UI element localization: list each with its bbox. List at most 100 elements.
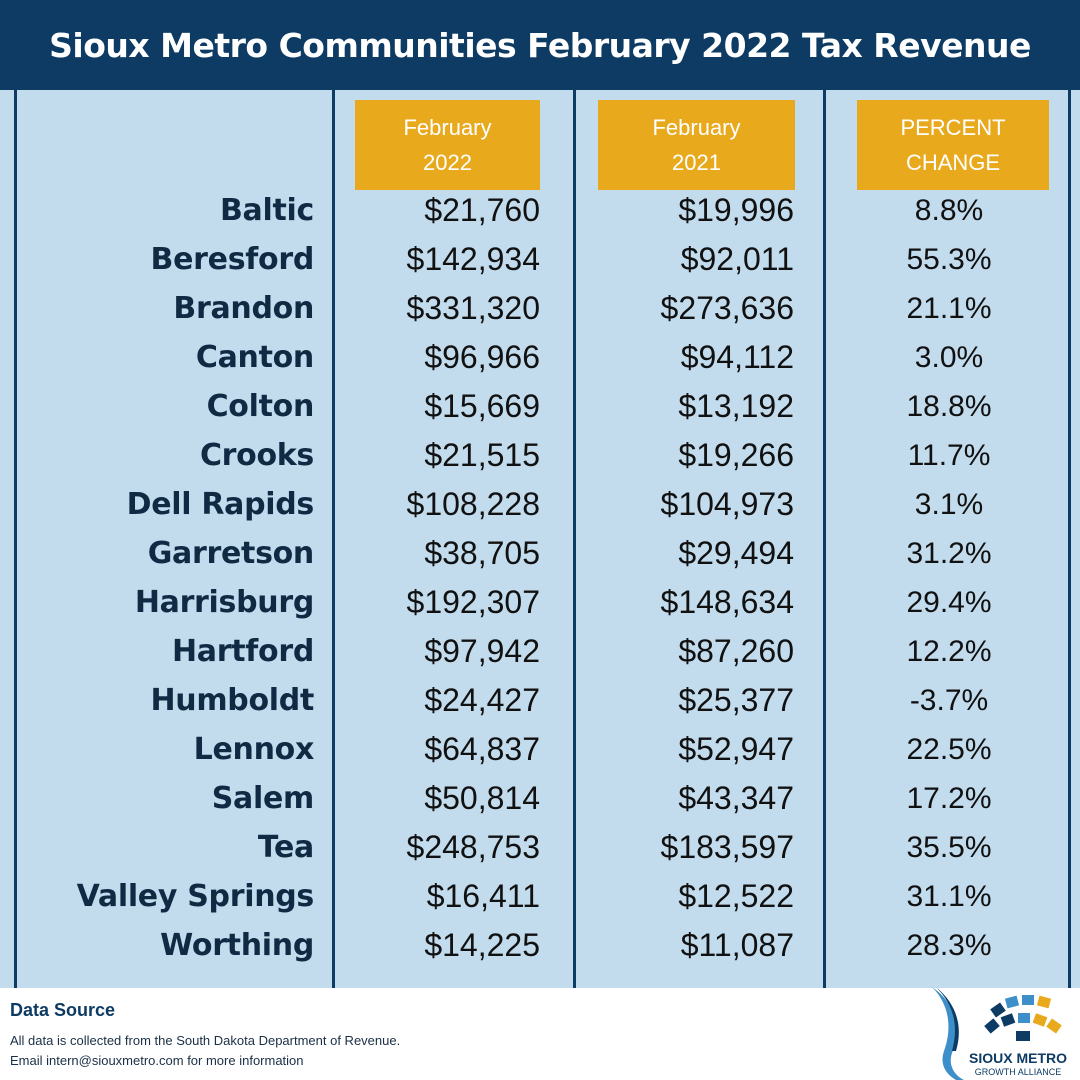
footer xyxy=(0,988,1080,1080)
header-percent-change: PERCENT CHANGE xyxy=(857,100,1049,190)
table-row: Salem $50,814 $43,347 17.2% xyxy=(0,774,1080,823)
column-divider xyxy=(332,90,335,988)
revenue-feb-2021: $183,597 xyxy=(660,829,794,865)
header-line: 2022 xyxy=(423,150,472,175)
revenue-feb-2022: $50,814 xyxy=(424,780,540,816)
table-row: Hartford $97,942 $87,260 12.2% xyxy=(0,627,1080,676)
community-name: Baltic xyxy=(219,193,314,228)
revenue-feb-2021: $13,192 xyxy=(678,388,794,424)
community-name: Worthing xyxy=(160,928,314,963)
community-name: Beresford xyxy=(150,242,315,277)
page-title: Sioux Metro Communities February 2022 Ta… xyxy=(49,25,1031,65)
community-name: Tea xyxy=(257,830,314,865)
revenue-feb-2021: $273,636 xyxy=(660,290,794,326)
revenue-feb-2022: $108,228 xyxy=(406,486,540,522)
table-row: Garretson $38,705 $29,494 31.2% xyxy=(0,529,1080,578)
revenue-feb-2022: $24,427 xyxy=(424,682,540,718)
percent-change: 18.8% xyxy=(906,390,992,423)
percent-change: 31.1% xyxy=(906,880,992,913)
community-name: Garretson xyxy=(147,536,315,571)
revenue-feb-2022: $21,515 xyxy=(424,437,540,473)
revenue-feb-2021: $94,112 xyxy=(680,339,794,375)
community-name: Lennox xyxy=(193,732,315,767)
table-row: Beresford $142,934 $92,011 55.3% xyxy=(0,235,1080,284)
logo-swoosh xyxy=(936,987,959,1051)
header-feb-2022: February 2022 xyxy=(355,100,540,190)
table-row: Lennox $64,837 $52,947 22.5% xyxy=(0,725,1080,774)
logo-mark xyxy=(984,995,1062,1041)
percent-change: 3.1% xyxy=(914,488,984,521)
revenue-feb-2021: $12,522 xyxy=(678,878,794,914)
percent-change: 29.4% xyxy=(906,586,992,619)
percent-change: 8.8% xyxy=(914,194,984,227)
table-row: Colton $15,669 $13,192 18.8% xyxy=(0,382,1080,431)
table-row: Crooks $21,515 $19,266 11.7% xyxy=(0,431,1080,480)
table-row: Brandon $331,320 $273,636 21.1% xyxy=(0,284,1080,333)
revenue-feb-2022: $21,760 xyxy=(424,192,540,228)
community-name: Brandon xyxy=(173,291,314,326)
table-panel xyxy=(0,90,1080,988)
revenue-feb-2022: $142,934 xyxy=(406,241,540,277)
logo-subtext: GROWTH ALLIANCE xyxy=(975,1067,1062,1077)
revenue-feb-2021: $29,494 xyxy=(678,535,794,571)
percent-change: 31.2% xyxy=(906,537,992,570)
revenue-feb-2022: $16,411 xyxy=(426,878,540,914)
percent-change: 21.1% xyxy=(906,292,992,325)
revenue-feb-2021: $104,973 xyxy=(660,486,794,522)
column-divider xyxy=(823,90,826,988)
header-line: February xyxy=(403,115,492,140)
community-name: Colton xyxy=(206,389,315,424)
community-name: Dell Rapids xyxy=(126,487,315,522)
percent-change: 35.5% xyxy=(906,831,992,864)
header-feb-2021: February 2021 xyxy=(598,100,795,190)
percent-change: 11.7% xyxy=(907,439,991,472)
table-row: Tea $248,753 $183,597 35.5% xyxy=(0,823,1080,872)
percent-change: 17.2% xyxy=(906,782,992,815)
column-divider xyxy=(573,90,576,988)
percent-change: 3.0% xyxy=(914,341,984,374)
revenue-feb-2021: $148,634 xyxy=(660,584,794,620)
column-divider xyxy=(14,90,17,988)
percent-change: 55.3% xyxy=(906,243,992,276)
column-divider xyxy=(1068,90,1071,988)
header-line: 2021 xyxy=(672,150,721,175)
percent-change: 12.2% xyxy=(906,635,992,668)
community-name: Valley Springs xyxy=(76,879,315,914)
revenue-feb-2022: $96,966 xyxy=(424,339,540,375)
revenue-feb-2021: $92,011 xyxy=(680,241,794,277)
data-source-title: Data Source xyxy=(10,1000,116,1020)
community-name: Humboldt xyxy=(150,683,314,718)
table-row: Dell Rapids $108,228 $104,973 3.1% xyxy=(0,480,1080,529)
table-row: Humboldt $24,427 $25,377 -3.7% xyxy=(0,676,1080,725)
community-name: Crooks xyxy=(199,438,314,473)
revenue-feb-2022: $248,753 xyxy=(406,829,540,865)
title-bar: Sioux Metro Communities February 2022 Ta… xyxy=(0,0,1080,90)
header-line: PERCENT xyxy=(900,115,1006,140)
logo-swoosh xyxy=(932,987,964,1080)
table-row: Canton $96,966 $94,112 3.0% xyxy=(0,333,1080,382)
header-line: CHANGE xyxy=(905,150,1001,175)
table-row: Baltic $21,760 $19,996 8.8% xyxy=(0,186,1080,235)
community-name: Hartford xyxy=(171,634,314,669)
percent-change: 28.3% xyxy=(906,929,992,962)
table-row: Harrisburg $192,307 $148,634 29.4% xyxy=(0,578,1080,627)
sioux-metro-logo: SIOUX METRO GROWTH ALLIANCE xyxy=(932,987,1067,1080)
community-name: Salem xyxy=(211,781,315,816)
data-source-line: All data is collected from the South Dak… xyxy=(10,1033,401,1048)
revenue-feb-2022: $192,307 xyxy=(406,584,540,620)
revenue-feb-2022: $38,705 xyxy=(424,535,540,571)
revenue-feb-2022: $331,320 xyxy=(406,290,540,326)
revenue-feb-2021: $52,947 xyxy=(678,731,794,767)
percent-change: 22.5% xyxy=(906,733,992,766)
logo-text: SIOUX METRO xyxy=(969,1050,1067,1066)
header-line: February xyxy=(652,115,741,140)
revenue-feb-2021: $19,996 xyxy=(678,192,794,228)
community-name: Canton xyxy=(195,340,314,375)
revenue-feb-2021: $11,087 xyxy=(680,927,794,963)
revenue-feb-2022: $14,225 xyxy=(424,927,540,963)
revenue-feb-2022: $97,942 xyxy=(424,633,540,669)
table-row: Valley Springs $16,411 $12,522 31.1% xyxy=(0,872,1080,921)
revenue-feb-2021: $43,347 xyxy=(678,780,794,816)
revenue-feb-2021: $25,377 xyxy=(678,682,794,718)
revenue-feb-2021: $87,260 xyxy=(678,633,794,669)
